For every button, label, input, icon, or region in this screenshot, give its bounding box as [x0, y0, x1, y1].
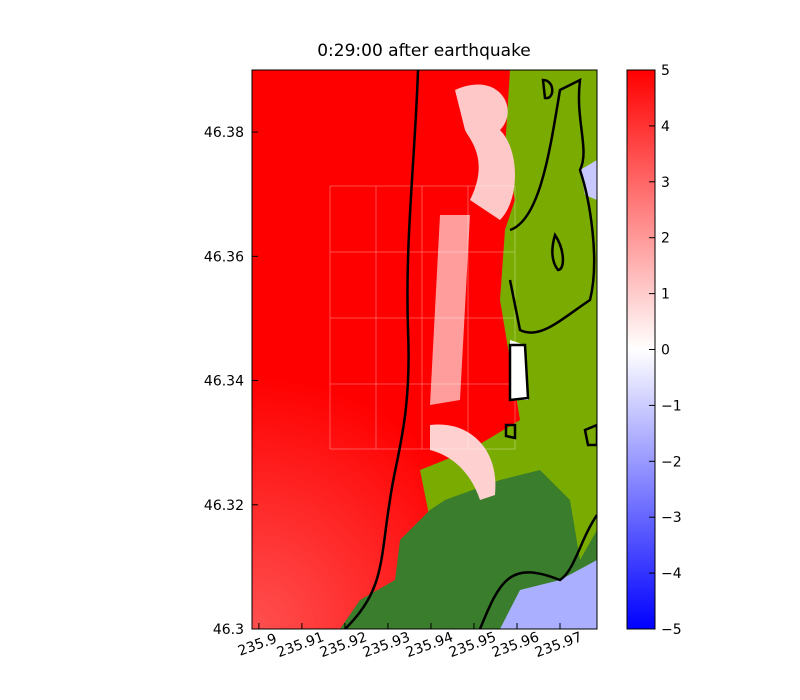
- y-tick-label: 46.36: [204, 249, 244, 265]
- colorbar-tick-label: 4: [661, 119, 670, 135]
- colorbar-tick-label: 3: [661, 175, 670, 191]
- colorbar-tick-label: 2: [661, 231, 670, 247]
- map: [252, 70, 597, 629]
- colorbar-tick-label: 1: [661, 287, 670, 303]
- colorbar-tick-label: −2: [661, 454, 682, 470]
- colorbar-tick-label: 0: [661, 343, 670, 359]
- colorbar-tick-label: −5: [661, 622, 682, 638]
- colorbar-tick-label: 5: [661, 63, 670, 79]
- y-tick-label: 46.3: [213, 622, 244, 638]
- x-tick-label: 235.97: [533, 629, 585, 661]
- chart-title: 0:29:00 after earthquake: [317, 41, 531, 61]
- colorbar-tick-label: −1: [661, 398, 682, 414]
- colorbar-tick-label: −4: [661, 566, 682, 582]
- colorbar-tick-label: −3: [661, 510, 682, 526]
- y-tick-label: 46.38: [204, 125, 244, 141]
- y-tick-label: 46.32: [204, 498, 244, 514]
- plot-frame: [251, 69, 598, 630]
- y-tick-label: 46.34: [204, 374, 244, 390]
